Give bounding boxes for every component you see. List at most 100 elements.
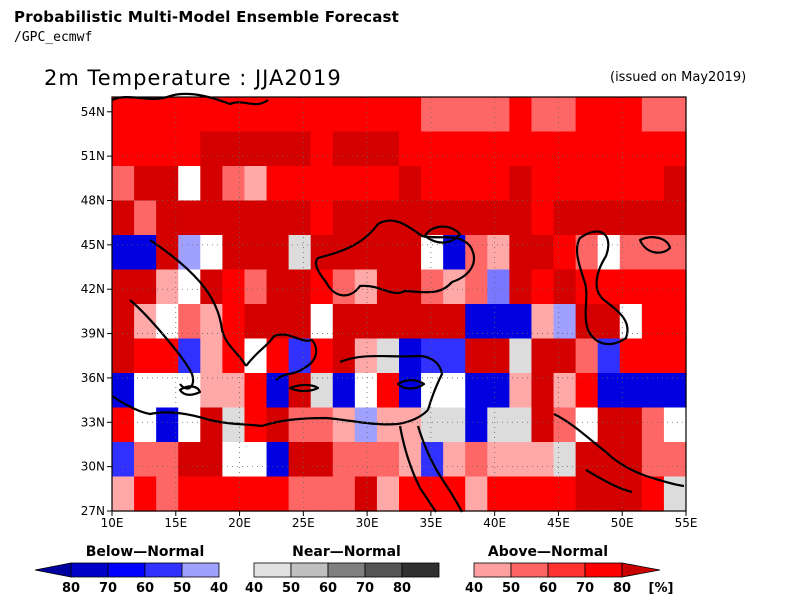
coastline-cyprus <box>396 379 426 390</box>
grid-cell <box>443 338 466 374</box>
above-swatch <box>510 562 549 578</box>
grid-cell <box>399 166 422 202</box>
grid-cell <box>641 200 665 236</box>
grid-cell <box>443 131 466 167</box>
grid-cell <box>134 338 157 374</box>
grid-cell <box>553 476 577 512</box>
grid-cell <box>266 235 290 271</box>
grid-cell <box>354 166 378 202</box>
grid-cell <box>619 338 643 374</box>
grid-cell <box>597 97 621 133</box>
grid-cell <box>531 304 555 340</box>
grid-cell <box>288 269 312 305</box>
grid-cell <box>487 269 510 305</box>
grid-cell <box>244 476 268 512</box>
map-title: 2m Temperature : JJA2019 <box>44 66 342 90</box>
near-tick-label: 70 <box>356 581 374 596</box>
grid-cell <box>310 166 334 202</box>
grid-cell <box>288 166 312 202</box>
grid-cell <box>619 442 643 478</box>
grid-cell <box>399 200 422 236</box>
lat-lon-grid <box>112 97 686 511</box>
grid-cell <box>487 131 510 167</box>
grid-cell <box>288 97 312 133</box>
grid-cell <box>310 200 334 236</box>
grid-cell <box>619 235 643 271</box>
grid-cell <box>222 97 246 133</box>
grid-cell <box>288 476 312 512</box>
grid-cell <box>443 97 466 133</box>
grid-cell <box>156 442 179 478</box>
header-subtitle: /GPC_ecmwf <box>14 30 93 45</box>
grid-cell <box>619 166 643 202</box>
above-tick-label: 60 <box>539 581 557 596</box>
grid-cell <box>266 407 290 443</box>
grid-cell <box>288 235 312 271</box>
near-swatch <box>401 562 440 578</box>
grid-cell <box>376 97 400 133</box>
coastline-caspian <box>575 230 629 346</box>
grid-cell <box>134 442 157 478</box>
near-swatch <box>327 562 366 578</box>
grid-cell <box>597 131 621 167</box>
grid-cell <box>531 166 555 202</box>
grid-cell <box>222 131 246 167</box>
grid-cell <box>222 166 246 202</box>
grid-cell <box>575 442 599 478</box>
grid-cell <box>354 476 378 512</box>
grid-cell <box>266 131 290 167</box>
grid-cell <box>112 235 135 271</box>
grid-cell <box>200 131 223 167</box>
grid-cell <box>332 235 356 271</box>
map-frame <box>111 96 687 512</box>
near-tick-label: 40 <box>245 581 263 596</box>
grid-cell <box>443 235 466 271</box>
coastline-red-sea-east <box>416 425 463 513</box>
grid-cell <box>156 131 179 167</box>
grid-cell <box>222 269 246 305</box>
y-tick-label: 51N <box>81 149 105 163</box>
grid-cell <box>354 200 378 236</box>
legend-unit: [%] <box>649 581 674 596</box>
grid-cell <box>178 442 201 478</box>
grid-cell <box>531 373 555 409</box>
grid-cell <box>553 235 577 271</box>
grid-cell <box>376 235 400 271</box>
grid-cell <box>663 97 687 133</box>
grid-cell <box>376 131 400 167</box>
above-swatch <box>584 562 623 578</box>
grid-cell <box>332 407 356 443</box>
above-tick-label: 80 <box>613 581 631 596</box>
y-tick-label: 30N <box>81 460 105 474</box>
grid-cell <box>421 304 444 340</box>
grid-cell <box>399 269 422 305</box>
grid-cell <box>266 442 290 478</box>
coastline-persian-gulf-south <box>585 469 633 494</box>
near-tick-label: 60 <box>319 581 337 596</box>
x-tick-label: 15E <box>164 516 187 530</box>
grid-cell <box>200 166 223 202</box>
grid-cell <box>575 97 599 133</box>
grid-cell <box>619 97 643 133</box>
grid-cell <box>354 131 378 167</box>
coastline-crete <box>288 383 320 393</box>
grid-cell <box>399 97 422 133</box>
grid-cell <box>244 200 268 236</box>
grid-cell <box>222 235 246 271</box>
grid-cell <box>553 200 577 236</box>
grid-cell <box>222 373 246 409</box>
grid-cell <box>156 373 179 409</box>
below-swatch <box>144 562 183 578</box>
grid-cell <box>487 373 510 409</box>
grid-cell <box>310 407 334 443</box>
grid-cell <box>663 200 687 236</box>
above-tick-label: 40 <box>465 581 483 596</box>
near-swatch <box>290 562 329 578</box>
grid-cell <box>222 407 246 443</box>
above-tick-label: 70 <box>576 581 594 596</box>
x-tick-label: 55E <box>675 516 698 530</box>
grid-cell <box>641 338 665 374</box>
grid-cell <box>531 476 555 512</box>
grid-cell <box>134 97 157 133</box>
grid-cell <box>156 338 179 374</box>
